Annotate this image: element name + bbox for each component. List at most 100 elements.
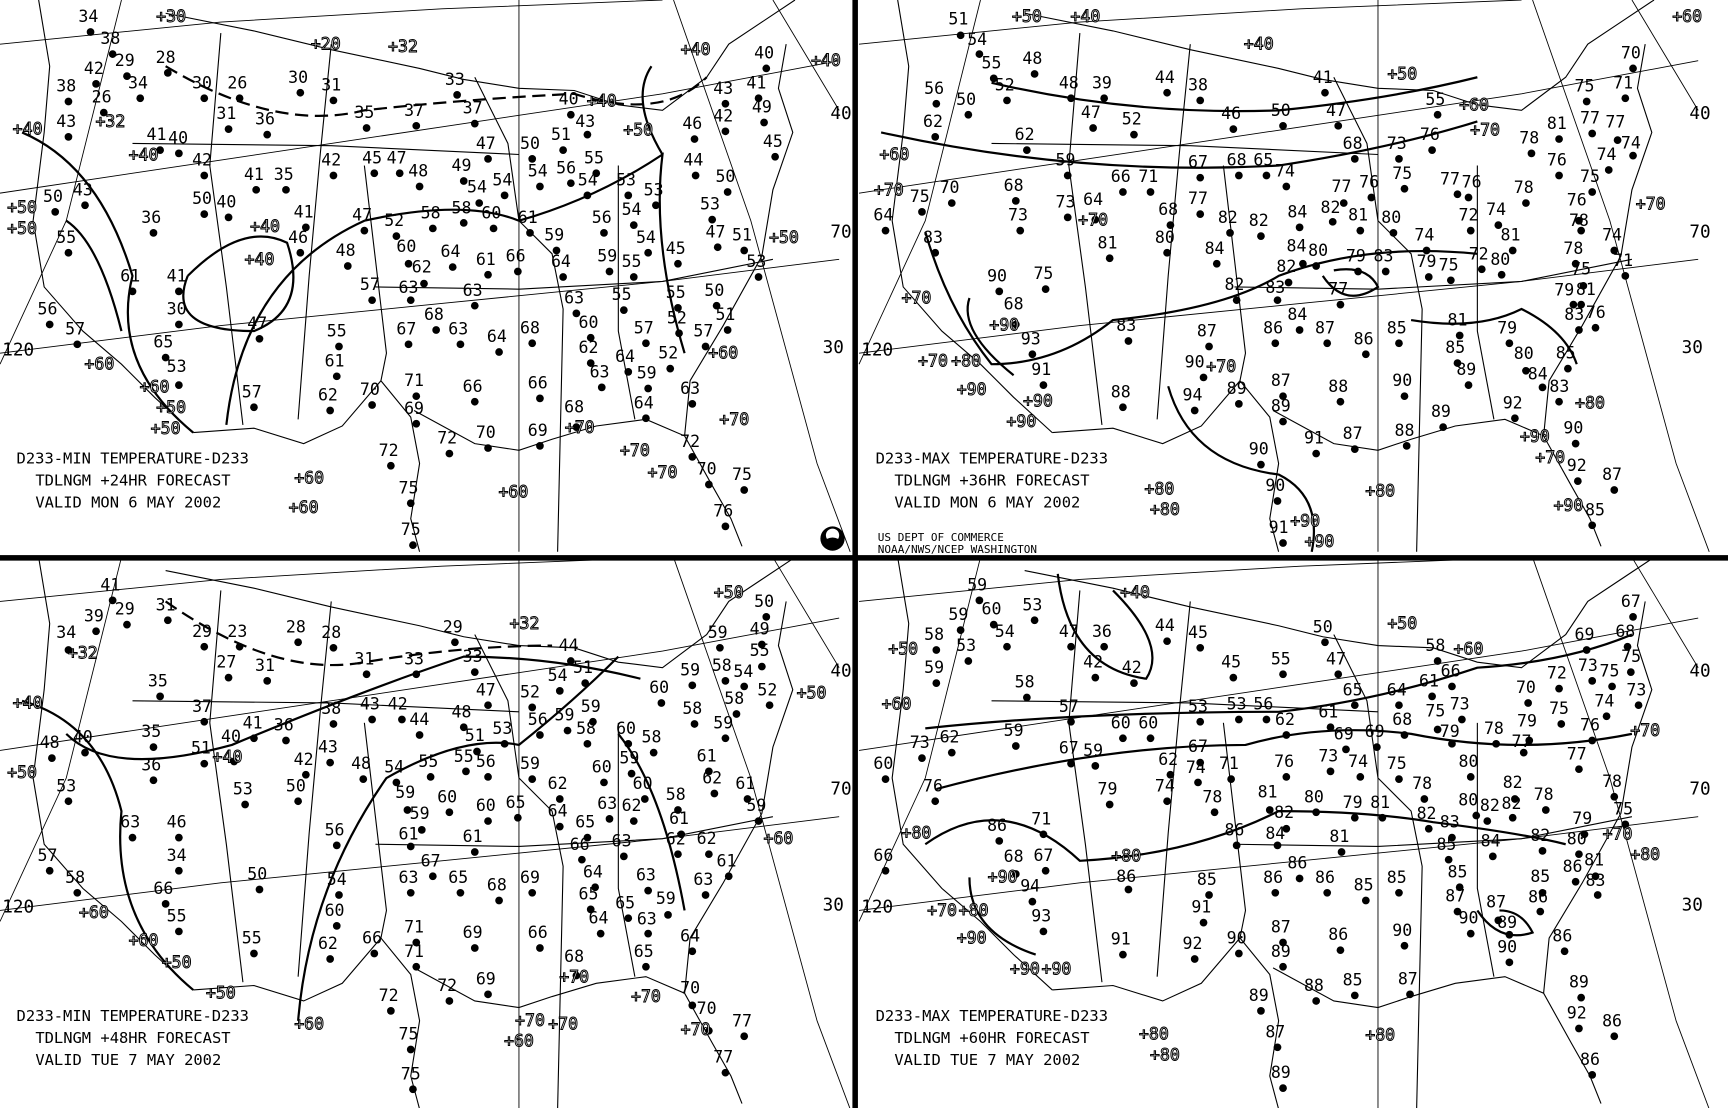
station-dot (1525, 736, 1534, 745)
station: 83 (1374, 247, 1394, 276)
station-dot (73, 888, 82, 897)
station-dot (1389, 228, 1398, 237)
station-value: 51 (948, 9, 968, 28)
station-value: 65 (634, 942, 654, 961)
station-dot (591, 883, 600, 892)
station-dot (1629, 64, 1637, 73)
station-dot (294, 797, 302, 806)
station-value: 53 (956, 636, 976, 655)
station-dot (690, 135, 699, 143)
station-dot (1573, 477, 1582, 486)
station-value: 60 (476, 796, 496, 815)
station: 63 (463, 281, 483, 310)
station: 26 (92, 88, 112, 117)
station: 34 (167, 846, 187, 875)
grid-label: 30 (823, 895, 844, 915)
station: 60 (982, 600, 1002, 629)
station-dot (1199, 918, 1208, 927)
station-value: 77 (1332, 177, 1352, 196)
boundary-line (209, 590, 244, 983)
station-dot (701, 342, 710, 351)
station-value: 68 (564, 397, 584, 416)
station-dot (459, 219, 468, 227)
isotherm (297, 655, 620, 1021)
station-dot (1234, 715, 1243, 724)
station: 47 (247, 314, 267, 343)
station-value: 50 (247, 865, 267, 884)
station-dot (406, 842, 415, 851)
station: 72 (379, 441, 399, 470)
station-value: 80 (1155, 228, 1175, 247)
station-dot (1336, 300, 1345, 309)
station: 59 (637, 364, 657, 393)
isotherm-label: +70 (565, 418, 595, 437)
station-value: 36 (1092, 622, 1112, 641)
station-value: 73 (1056, 192, 1076, 211)
station-dot (528, 888, 537, 897)
isotherm-label: +40 (245, 250, 275, 269)
station-dot (459, 177, 468, 185)
station: 68 (1004, 176, 1024, 205)
station-dot (495, 896, 503, 905)
station: 58 (421, 204, 441, 233)
isotherm (924, 231, 1478, 366)
station-dot (721, 522, 730, 531)
station-dot (392, 778, 401, 787)
station-value: 83 (1374, 247, 1394, 266)
station: 58 (641, 728, 661, 757)
station-value: 51 (573, 658, 593, 677)
station: 56 (592, 208, 612, 237)
station-value: 51 (465, 726, 485, 745)
station: 78 (1534, 785, 1554, 814)
station-value: 34 (78, 7, 98, 26)
station-value: 64 (1083, 190, 1103, 209)
station-value: 75 (1392, 164, 1412, 183)
station: 59 (1004, 721, 1024, 750)
boundary-line (32, 557, 194, 991)
station-dot (1588, 677, 1597, 685)
isotherm-label: +80 (1575, 393, 1605, 412)
station: 77 (732, 1011, 752, 1041)
station-value: 45 (1188, 623, 1208, 642)
station-dot (1205, 342, 1213, 351)
station-value: 69 (520, 868, 540, 887)
station-value: 56 (592, 208, 612, 227)
station: 58 (712, 656, 732, 685)
station: 64 (588, 909, 608, 938)
station-dot (624, 191, 633, 200)
station: 62 (697, 829, 717, 859)
station: 31 (321, 75, 341, 105)
station: 71 (1031, 809, 1051, 839)
vertical-divider (852, 0, 858, 1108)
station-dot (536, 394, 544, 403)
station-dot (175, 833, 183, 842)
station-dot (1588, 521, 1597, 530)
station: 74 (1348, 752, 1368, 781)
station-value: 66 (153, 879, 173, 898)
station: 54 (967, 30, 987, 58)
grid-label: 40 (1689, 662, 1710, 682)
station-value: 60 (437, 787, 457, 806)
station-dot (1582, 97, 1591, 106)
station-dot (1028, 350, 1037, 359)
station: 76 (1420, 125, 1440, 154)
station-dot (398, 715, 406, 724)
station-value: 43 (713, 79, 733, 98)
station: 81 (1097, 233, 1117, 263)
lat-lon-line (772, 557, 840, 668)
station-value: 79 (1517, 711, 1537, 730)
station: 64 (634, 393, 654, 423)
station-value: 76 (1547, 151, 1567, 170)
station-dot (387, 1007, 395, 1015)
station: 90 (1392, 921, 1412, 950)
station-value: 56 (528, 710, 548, 729)
isotherm-label: +32 (510, 614, 540, 633)
station-dot (128, 287, 137, 296)
station: 75 (401, 1064, 421, 1094)
station: 41 (100, 575, 120, 605)
isotherm-label: +80 (1150, 1045, 1180, 1064)
station-dot (583, 739, 592, 748)
station-dot (1422, 246, 1431, 255)
isotherm-label: +60 (84, 355, 114, 374)
station-value: 27 (216, 653, 236, 672)
